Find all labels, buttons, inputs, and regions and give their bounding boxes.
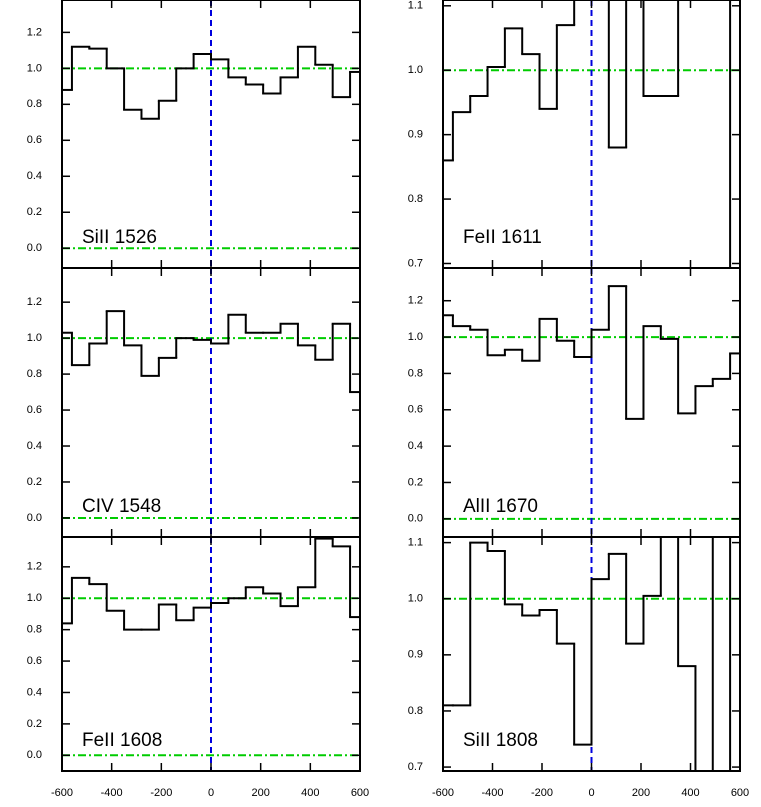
x-tick-label: -600 [51, 787, 73, 799]
ion-label: SiII 1808 [463, 730, 538, 751]
y-tick-label: 0.7 [408, 761, 423, 773]
y-tick-label: 1.0 [27, 592, 42, 604]
y-tick-label: 1.2 [27, 26, 42, 38]
y-tick-label: 1.0 [27, 62, 42, 74]
y-tick-label: 0.8 [408, 193, 423, 205]
plot-area [62, 268, 360, 537]
y-tick-label: 1.2 [27, 296, 42, 308]
y-tick-label: 0.2 [27, 206, 42, 218]
y-tick-label: 0.2 [27, 476, 42, 488]
y-tick-label: 0.0 [27, 512, 42, 524]
y-tick-label: 1.1 [408, 537, 423, 549]
x-tick-label: -400 [481, 787, 503, 799]
plot-area [62, 537, 360, 771]
y-tick-label: 1.2 [27, 561, 42, 573]
x-tick-label: 200 [251, 787, 269, 799]
y-tick-label: 0.8 [408, 367, 423, 379]
x-tick-label: -600 [432, 787, 454, 799]
x-tick-label: 0 [208, 787, 214, 799]
ion-label: SiII 1526 [82, 227, 157, 248]
y-tick-label: 0.4 [27, 686, 42, 698]
y-tick-label: 0.9 [408, 129, 423, 141]
ion-label: CIV 1548 [82, 496, 161, 517]
x-tick-label: -200 [150, 787, 172, 799]
x-tick-label: 400 [301, 787, 319, 799]
y-tick-label: 0.8 [408, 705, 423, 717]
y-tick-label: 0.4 [27, 440, 42, 452]
plot-area [62, 0, 360, 268]
y-tick-label: 0.4 [408, 440, 423, 452]
y-tick-label: 1.0 [408, 593, 423, 605]
y-tick-label: 1.0 [408, 331, 423, 343]
y-tick-label: 0.9 [408, 649, 423, 661]
x-tick-label: 0 [588, 787, 594, 799]
y-tick-label: 0.2 [408, 476, 423, 488]
y-tick-label: 0.6 [27, 134, 42, 146]
plot-area [443, 537, 740, 771]
y-tick-label: 0.8 [27, 624, 42, 636]
y-tick-label: 0.8 [27, 368, 42, 380]
x-tick-label: -200 [531, 787, 553, 799]
ion-label: FeII 1608 [82, 730, 162, 751]
x-tick-label: -400 [101, 787, 123, 799]
y-tick-label: 0.6 [27, 404, 42, 416]
y-tick-label: 1.2 [408, 295, 423, 307]
y-tick-label: 0.8 [27, 98, 42, 110]
ion-label: AlII 1670 [463, 496, 538, 517]
plot-area [443, 0, 740, 268]
x-tick-label: 600 [731, 787, 749, 799]
y-tick-label: 1.1 [408, 0, 423, 12]
y-tick-label: 1.0 [408, 64, 423, 76]
y-tick-label: 1.0 [27, 332, 42, 344]
y-tick-label: 0.0 [408, 513, 423, 525]
plot-area [443, 268, 740, 537]
y-tick-label: 0.0 [27, 242, 42, 254]
y-tick-label: 0.6 [27, 655, 42, 667]
y-tick-label: 0.6 [408, 404, 423, 416]
x-tick-label: 400 [681, 787, 699, 799]
y-tick-label: 0.7 [408, 257, 423, 269]
ion-label: FeII 1611 [463, 227, 542, 248]
y-tick-label: 0.4 [27, 170, 42, 182]
x-tick-label: 200 [632, 787, 650, 799]
x-tick-label: 600 [351, 787, 369, 799]
y-tick-label: 0.2 [27, 718, 42, 730]
y-tick-label: 0.0 [27, 749, 42, 761]
